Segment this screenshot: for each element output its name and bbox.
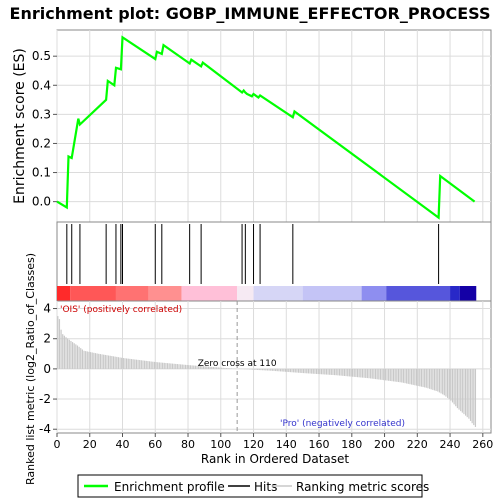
es-y-tick-label: 0.0 <box>32 195 51 209</box>
positive-class-label: 'OIS' (positively correlated) <box>60 305 182 315</box>
negative-class-label: 'Pro' (negatively correlated) <box>280 419 405 429</box>
metric-y-tick-label: 4 <box>43 302 51 316</box>
metric-x-tick-label: 240 <box>440 438 461 451</box>
heatmap-segment <box>57 286 71 301</box>
heatmap-segment <box>148 286 182 301</box>
chart-title: Enrichment plot: GOBP_IMMUNE_EFFECTOR_PR… <box>10 4 491 23</box>
heatmap-segment <box>450 286 460 301</box>
metric-x-tick-label: 40 <box>116 438 130 451</box>
metric-x-tick-label: 140 <box>276 438 297 451</box>
metric-bars <box>57 316 477 427</box>
metric-y-axis: -4 -2 0 2 4 <box>39 302 57 436</box>
metric-x-tick-label: 120 <box>243 438 264 451</box>
metric-x-tick-label: 200 <box>374 438 395 451</box>
metric-x-tick-label: 160 <box>309 438 330 451</box>
metric-x-tick-label: 220 <box>407 438 428 451</box>
metric-panel: -4 -2 0 2 4 0 20 40 60 80 100 120 140 160 180 200 220 24… <box>24 253 493 485</box>
heatmap-segment <box>253 286 303 301</box>
es-line-layer <box>56 35 476 220</box>
es-y-tick-label: 0.1 <box>32 166 51 180</box>
enrichment-profile-line <box>56 35 476 220</box>
heatmap-segment <box>70 286 116 301</box>
metric-x-tick-label: 60 <box>148 438 162 451</box>
es-y-axis-label: Enrichment score (ES) <box>12 48 28 204</box>
metric-x-axis: 0 20 40 60 80 100 120 140 160 180 200 220 240 260 <box>54 433 493 451</box>
legend-hits-label: Hits <box>254 480 277 494</box>
legend-enrichment-label: Enrichment profile <box>114 480 225 494</box>
heatmap-segment <box>115 286 149 301</box>
es-y-tick-label: 0.4 <box>32 78 51 92</box>
metric-x-tick-label: 260 <box>472 438 493 451</box>
heatmap-segment <box>386 286 451 301</box>
es-y-tick-label: 0.2 <box>32 136 51 150</box>
heatmap-band <box>57 286 477 301</box>
metric-y-tick-label: -4 <box>39 422 51 436</box>
metric-x-tick-label: 20 <box>83 438 97 451</box>
metric-x-tick-label: 100 <box>210 438 231 451</box>
legend: Enrichment profile Hits Ranking metric s… <box>77 474 429 498</box>
es-y-tick-label: 0.5 <box>32 49 51 63</box>
metric-x-tick-label: 180 <box>341 438 362 451</box>
zero-cross-label: Zero cross at 110 <box>198 359 277 369</box>
heatmap-segment <box>237 286 254 301</box>
metric-x-axis-label: Rank in Ordered Dataset <box>201 452 349 466</box>
metric-y-tick-label: -2 <box>39 392 51 406</box>
metric-y-tick-label: 2 <box>43 332 51 346</box>
heatmap-segment <box>361 286 387 301</box>
es-y-tick-label: 0.3 <box>32 107 51 121</box>
es-panel-frame <box>56 29 492 223</box>
legend-ranking-label: Ranking metric scores <box>296 480 429 494</box>
es-y-axis: 0.0 0.1 0.2 0.3 0.4 0.5 <box>32 49 57 209</box>
metric-y-axis-label: Ranked list metric (log2_Ratio_of_Classe… <box>24 253 37 485</box>
heatmap-segment <box>181 286 238 301</box>
hits-panel <box>56 221 492 302</box>
metric-y-tick-label: 0 <box>43 362 51 376</box>
heatmap-segment <box>459 286 477 301</box>
es-panel: 0.0 0.1 0.2 0.3 0.4 0.5 Enrichment score (ES) <box>12 29 492 223</box>
metric-x-tick-label: 0 <box>54 438 61 451</box>
hits-layer <box>66 224 440 284</box>
heatmap-segment <box>302 286 362 301</box>
metric-x-tick-label: 80 <box>181 438 195 451</box>
